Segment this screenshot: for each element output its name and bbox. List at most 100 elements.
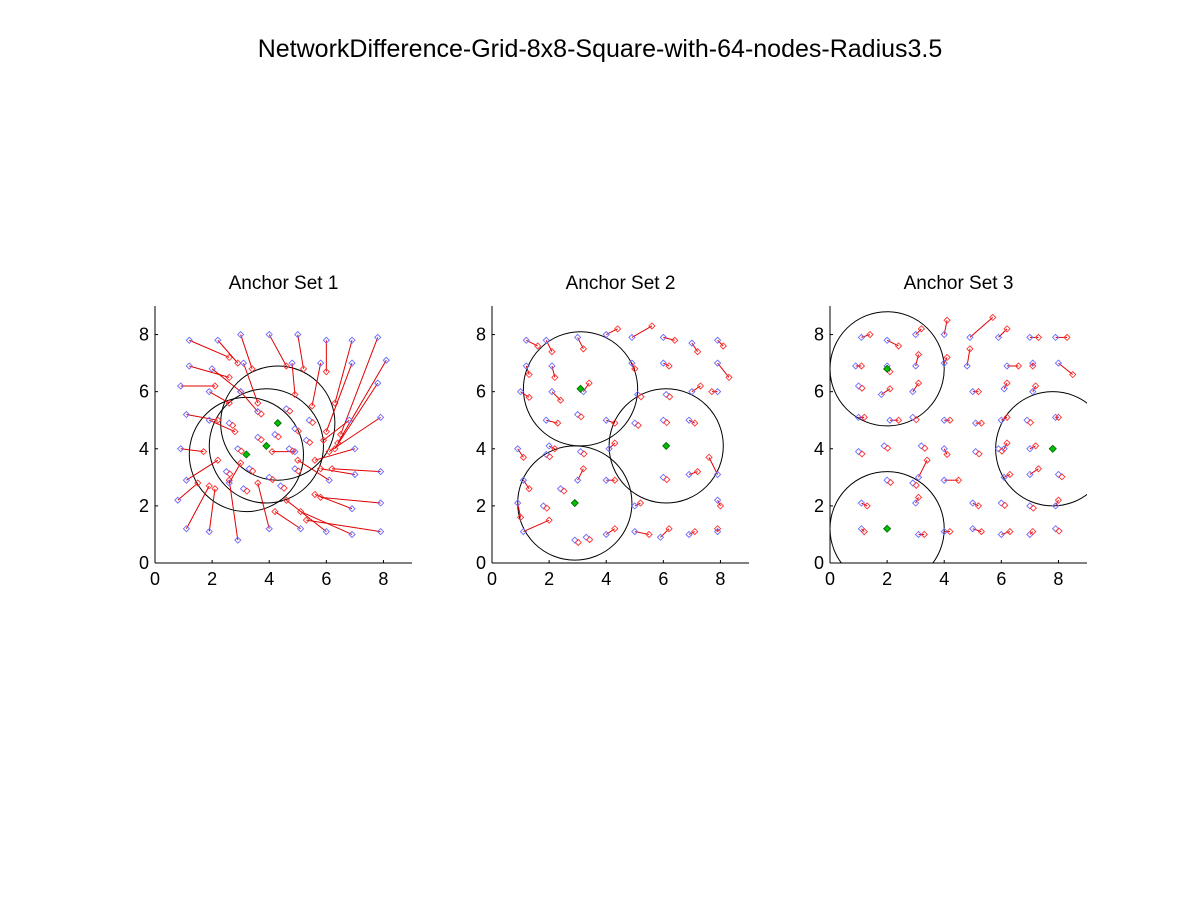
true-position-marker [291, 447, 299, 456]
anchor-marker [570, 498, 579, 508]
error-line [268, 334, 287, 367]
true-position-marker [909, 479, 917, 487]
true-position-marker [602, 330, 610, 339]
true-position-marker [177, 382, 185, 390]
estimated-position-marker [1006, 527, 1014, 536]
error-line [663, 362, 670, 367]
error-line [688, 471, 698, 475]
true-position-marker [909, 413, 917, 422]
true-position-marker [239, 485, 248, 493]
error-line [972, 502, 979, 507]
error-line [915, 497, 919, 504]
true-position-marker [602, 476, 610, 484]
y-tick-label: 0 [814, 553, 824, 573]
true-position-marker [376, 499, 385, 507]
anchor-marker [883, 364, 892, 373]
figure-title: NetworkDifference-Grid-8x8-Square-with-6… [258, 35, 943, 63]
true-position-marker [912, 330, 920, 339]
true-position-marker [556, 485, 565, 493]
true-position-marker [522, 336, 530, 344]
estimated-position-marker [225, 353, 233, 362]
error-line [1001, 416, 1008, 421]
error-line [323, 419, 350, 441]
estimated-position-marker [1034, 465, 1043, 473]
error-line [185, 485, 210, 529]
anchor-marker [273, 419, 282, 428]
true-position-marker [514, 445, 522, 453]
estimated-position-marker [946, 416, 954, 424]
estimated-position-marker [637, 393, 645, 401]
estimated-position-marker [648, 322, 656, 330]
estimated-position-marker [294, 467, 302, 475]
estimated-position-marker [989, 313, 997, 322]
error-line [1055, 499, 1059, 507]
true-position-marker [940, 330, 948, 339]
estimated-position-marker [1069, 370, 1077, 379]
error-line [608, 442, 616, 450]
estimated-position-marker [1026, 418, 1035, 427]
estimated-position-marker [1029, 527, 1037, 536]
true-position-marker [208, 365, 216, 373]
estimated-position-marker [914, 493, 923, 501]
estimated-position-marker [1054, 496, 1063, 504]
estimated-position-marker [1063, 333, 1071, 342]
true-position-marker [285, 445, 293, 453]
anchor-marker [1048, 444, 1057, 453]
estimated-position-marker [691, 527, 699, 536]
estimated-position-marker [716, 502, 725, 510]
true-position-marker [633, 390, 642, 399]
estimated-position-marker [1003, 413, 1011, 422]
estimated-position-marker [705, 453, 713, 461]
true-position-marker [574, 476, 582, 484]
estimated-position-marker [254, 399, 262, 407]
true-position-marker [1054, 359, 1063, 367]
error-line [1058, 362, 1074, 375]
error-line [688, 419, 695, 424]
estimated-position-marker [1055, 527, 1063, 535]
estimated-position-marker [943, 316, 951, 324]
estimated-position-marker [858, 450, 866, 458]
error-line [325, 362, 353, 432]
true-position-marker [542, 416, 550, 424]
true-position-marker [994, 333, 1003, 342]
true-position-marker [631, 419, 639, 427]
true-position-marker [348, 505, 356, 513]
estimated-position-marker [693, 467, 702, 476]
error-line [208, 488, 216, 532]
error-line [286, 499, 327, 532]
true-position-marker [291, 465, 299, 473]
true-position-marker [631, 502, 639, 510]
true-position-marker [239, 359, 248, 367]
true-position-marker [316, 359, 325, 367]
true-position-marker [225, 419, 233, 427]
estimated-position-marker [525, 485, 533, 493]
true-position-marker [214, 336, 222, 344]
estimated-position-marker [282, 496, 290, 504]
true-position-marker [628, 359, 636, 367]
true-position-marker [234, 536, 242, 544]
error-line [180, 448, 204, 453]
estimated-position-marker [943, 353, 951, 362]
true-position-marker [963, 362, 971, 370]
true-position-marker [685, 530, 693, 539]
error-line [186, 414, 218, 421]
estimated-position-marker [894, 416, 903, 424]
estimated-position-marker [975, 450, 983, 458]
true-position-marker [574, 410, 582, 419]
true-position-marker [382, 356, 390, 364]
estimated-position-marker [1014, 362, 1023, 370]
subplot-2: Anchor Set 2 0 2 4 6 8 0 2 4 6 8 [476, 273, 749, 589]
estimated-position-marker [268, 447, 276, 456]
estimated-position-marker [863, 502, 871, 510]
estimated-position-marker [560, 487, 568, 495]
error-line [332, 468, 381, 473]
true-position-marker [971, 419, 980, 427]
estimated-position-marker [199, 447, 208, 456]
error-line [1032, 385, 1037, 392]
subplot-title: Anchor Set 3 [904, 273, 1014, 294]
estimated-position-marker [296, 507, 305, 516]
estimated-position-marker [237, 459, 245, 467]
error-line [209, 419, 236, 433]
estimated-position-marker [634, 421, 642, 429]
